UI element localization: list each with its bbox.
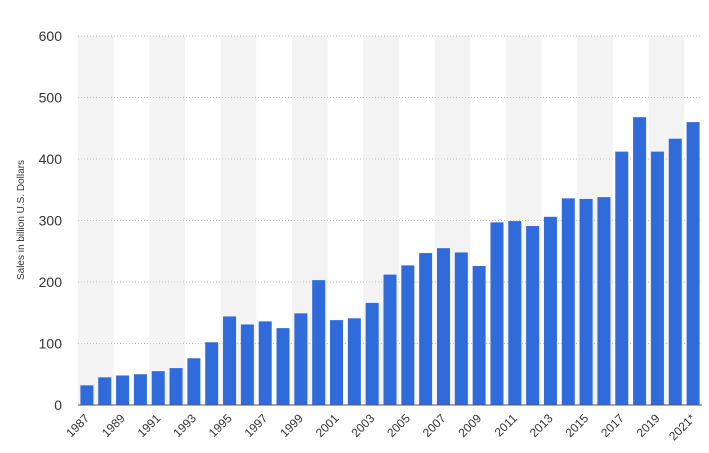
bar[interactable] xyxy=(526,226,540,405)
y-axis-label: Sales in billion U.S. Dollars xyxy=(16,160,27,280)
bar[interactable] xyxy=(187,358,201,405)
bar[interactable] xyxy=(383,274,397,405)
x-tick-label: 1989 xyxy=(99,411,128,440)
bar[interactable] xyxy=(133,374,147,405)
bar[interactable] xyxy=(240,324,254,405)
x-tick-label: 2013 xyxy=(527,411,556,440)
x-tick-label: 2009 xyxy=(455,411,484,440)
x-tick-label: 2001 xyxy=(313,411,342,440)
bar[interactable] xyxy=(116,375,130,405)
bar[interactable] xyxy=(80,385,94,405)
bar[interactable] xyxy=(330,320,344,405)
bar[interactable] xyxy=(169,368,183,405)
bar[interactable] xyxy=(98,377,112,405)
bar[interactable] xyxy=(454,252,468,405)
y-tick-label: 200 xyxy=(39,274,63,290)
bar[interactable] xyxy=(490,222,504,405)
bar[interactable] xyxy=(633,117,647,406)
bar[interactable] xyxy=(668,138,682,405)
x-tick-label: 1995 xyxy=(206,411,235,440)
x-tick-label: 1993 xyxy=(170,411,199,440)
bar[interactable] xyxy=(615,151,629,405)
bar[interactable] xyxy=(223,316,237,405)
bar[interactable] xyxy=(419,253,433,405)
bar[interactable] xyxy=(401,265,415,405)
x-tick-label: 2005 xyxy=(384,411,413,440)
y-axis-ticks: 0 100 200 300 400 500 600 xyxy=(39,28,63,413)
bar[interactable] xyxy=(579,198,593,405)
bar[interactable] xyxy=(543,216,557,405)
bar[interactable] xyxy=(472,266,486,405)
x-tick-label: 1991 xyxy=(135,411,164,440)
x-tick-label: 1997 xyxy=(242,411,271,440)
bar[interactable] xyxy=(686,122,700,405)
y-tick-label: 300 xyxy=(39,213,63,229)
x-tick-label: 2019 xyxy=(634,411,663,440)
background-band xyxy=(78,36,114,405)
bar[interactable] xyxy=(151,371,165,405)
bar[interactable] xyxy=(436,248,450,405)
x-tick-label: 2003 xyxy=(349,411,378,440)
x-tick-label: 2015 xyxy=(562,411,591,440)
x-tick-label: 2017 xyxy=(598,411,627,440)
bar[interactable] xyxy=(294,313,308,405)
x-tick-label: 1999 xyxy=(277,411,306,440)
background-band xyxy=(149,36,185,405)
bar[interactable] xyxy=(650,151,664,405)
bar[interactable] xyxy=(205,342,219,405)
y-tick-label: 500 xyxy=(39,90,63,106)
bar[interactable] xyxy=(365,302,379,405)
y-tick-label: 0 xyxy=(54,397,62,413)
x-tick-label: 2007 xyxy=(420,411,449,440)
bar[interactable] xyxy=(508,221,522,405)
bar[interactable] xyxy=(347,318,361,405)
x-tick-label: 2011 xyxy=(492,411,520,439)
bar[interactable] xyxy=(312,280,326,405)
y-tick-label: 400 xyxy=(39,151,63,167)
bar[interactable] xyxy=(597,197,611,405)
bar[interactable] xyxy=(561,198,575,405)
y-tick-label: 600 xyxy=(39,28,63,44)
bars xyxy=(80,117,700,406)
bar[interactable] xyxy=(276,328,290,405)
x-axis-ticks: 1987 1989 1991 1993 1995 1997 1999 2001 2003 2005… xyxy=(63,411,698,443)
x-tick-label: 1987 xyxy=(63,411,92,440)
bar[interactable] xyxy=(258,321,272,405)
y-tick-label: 100 xyxy=(39,336,63,352)
x-tick-label: 2021* xyxy=(666,411,698,443)
